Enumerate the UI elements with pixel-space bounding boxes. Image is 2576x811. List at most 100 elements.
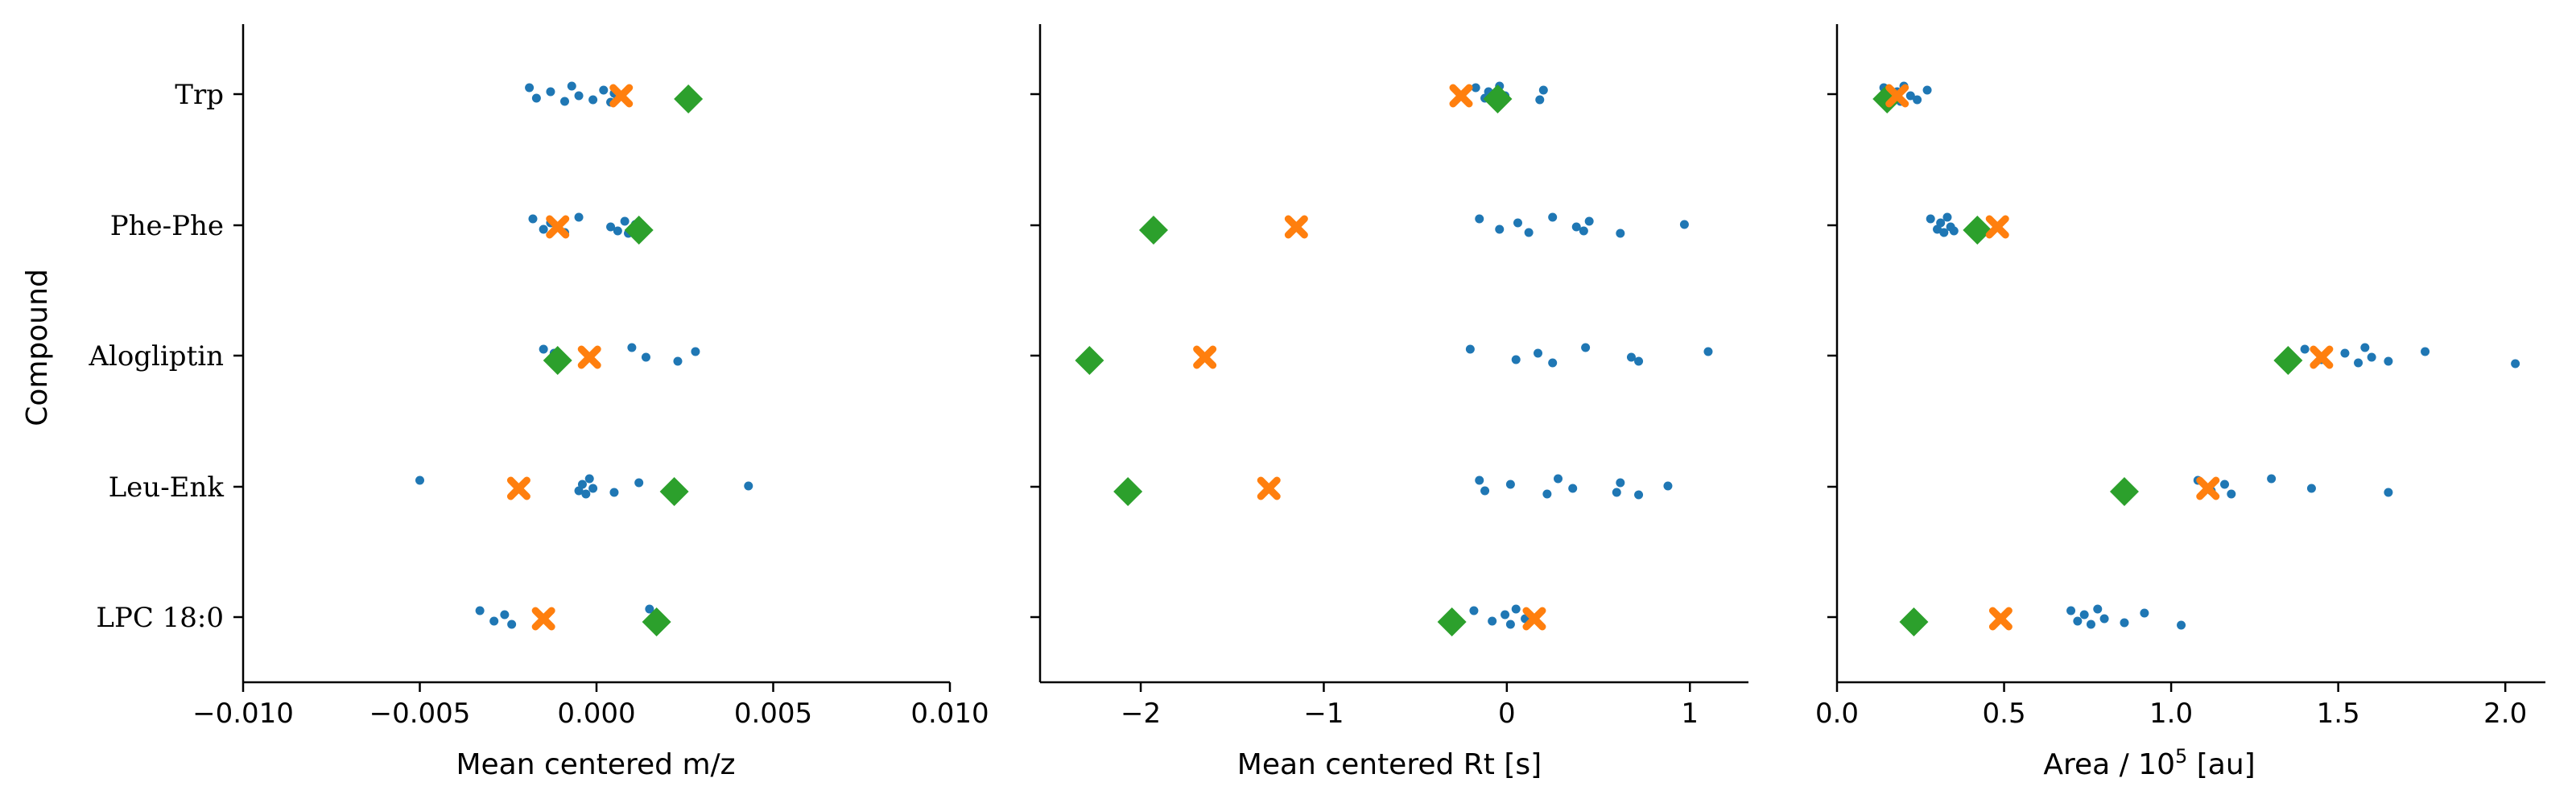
mean-x-marker: [1193, 345, 1217, 369]
reference-diamond-marker: [1899, 607, 1929, 636]
replicate-point: [1538, 85, 1548, 95]
replicate-point: [744, 481, 753, 491]
replicate-point: [2220, 480, 2230, 489]
replicate-point: [567, 81, 576, 91]
replicate-point: [1679, 220, 1689, 229]
replicate-point: [1501, 610, 1510, 620]
reference-diamond-marker: [1963, 216, 1992, 245]
category-label: Alogliptin: [88, 340, 224, 373]
replicate-point: [1488, 616, 1497, 626]
replicate-point: [415, 475, 424, 485]
replicate-point: [1926, 214, 1935, 224]
replicate-point: [574, 486, 584, 496]
replicate-point: [1535, 95, 1545, 105]
replicate-point: [531, 93, 541, 103]
replicate-point: [574, 212, 584, 222]
mean-x-marker: [1522, 607, 1546, 631]
replicate-point: [1612, 488, 1621, 497]
replicate-point: [1511, 604, 1521, 614]
replicate-point: [2120, 618, 2129, 628]
replicate-point: [1548, 358, 1558, 368]
replicate-point: [1524, 228, 1534, 237]
x-tick-label: −1: [1303, 698, 1344, 730]
replicate-point: [2140, 608, 2149, 618]
replicate-point: [1922, 85, 1932, 95]
reference-diamond-marker: [2273, 346, 2303, 375]
replicate-point: [559, 97, 569, 106]
y-axis-title: Compound: [21, 269, 54, 426]
x-axis-title-mz: Mean centered m/z: [456, 748, 735, 781]
replicate-point: [2354, 358, 2363, 368]
replicate-point: [2367, 352, 2376, 362]
replicate-point: [1626, 352, 1636, 362]
replicate-point: [634, 478, 644, 488]
replicate-point: [1554, 474, 1563, 484]
replicate-point: [1471, 83, 1480, 93]
mean-x-marker: [1988, 607, 2013, 631]
replicate-point: [525, 83, 535, 93]
replicate-point: [2306, 484, 2316, 493]
x-tick-label: 0.010: [910, 698, 989, 730]
replicate-point: [1579, 226, 1588, 236]
replicate-point: [546, 87, 555, 97]
reference-diamond-marker: [2109, 477, 2139, 506]
x-tick-label: 0.0: [1815, 698, 1859, 730]
replicate-point: [539, 344, 548, 354]
x-axis-title-area: Area / 105 [au]: [2043, 745, 2255, 781]
replicate-point: [1616, 478, 1625, 488]
x-tick-label: 2.0: [2483, 698, 2527, 730]
replicate-point: [1568, 484, 1578, 493]
replicate-point: [2300, 344, 2310, 354]
mean-x-marker: [1257, 476, 1281, 500]
replicate-point: [1475, 475, 1484, 485]
replicate-point: [2086, 620, 2095, 629]
replicate-point: [606, 222, 616, 232]
x-tick-label: −0.010: [192, 698, 294, 730]
replicate-point: [584, 474, 594, 484]
replicate-point: [588, 484, 598, 493]
reference-diamond-marker: [624, 216, 654, 245]
replicate-point: [1505, 620, 1515, 629]
mean-x-marker: [2196, 476, 2220, 500]
replicate-point: [1469, 606, 1479, 615]
replicate-point: [1913, 95, 1922, 105]
replicate-point: [2267, 474, 2277, 484]
mean-x-marker: [546, 215, 570, 239]
mean-x-marker: [1449, 84, 1473, 108]
replicate-point: [1571, 222, 1581, 232]
x-tick-label: −0.005: [369, 698, 471, 730]
replicate-point: [673, 356, 683, 366]
x-tick-label: 0: [1498, 698, 1516, 730]
replicate-point: [2099, 614, 2109, 624]
x-tick-label: 0.000: [557, 698, 635, 730]
category-label: Phe-Phe: [110, 210, 224, 242]
reference-diamond-marker: [543, 346, 572, 375]
replicate-point: [588, 95, 598, 105]
replicate-point: [1513, 218, 1522, 228]
mean-x-marker: [1284, 215, 1308, 239]
replicate-point: [2384, 356, 2393, 366]
replicate-point: [539, 224, 548, 234]
replicate-point: [1634, 490, 1644, 500]
category-label: Leu-Enk: [109, 471, 225, 504]
replicate-point: [620, 216, 630, 226]
reference-diamond-marker: [1113, 477, 1143, 506]
replicate-point: [2340, 348, 2350, 358]
replicate-point: [1581, 343, 1591, 352]
replicate-point: [1542, 489, 1552, 499]
x-tick-label: 1: [1681, 698, 1699, 730]
reference-diamond-marker: [1075, 346, 1104, 375]
x-tick-label: 1.0: [2149, 698, 2193, 730]
x-axis-title-rt: Mean centered Rt [s]: [1237, 748, 1542, 781]
replicate-point: [1703, 347, 1713, 356]
replicate-point: [1616, 228, 1625, 238]
reference-diamond-marker: [1138, 216, 1168, 245]
mean-x-marker: [2310, 345, 2334, 369]
replicate-point: [2073, 616, 2083, 626]
reference-diamond-marker: [1437, 607, 1467, 636]
reference-diamond-marker: [659, 477, 689, 506]
replicate-point: [577, 480, 587, 489]
replicate-point: [489, 616, 499, 626]
replicate-point: [1584, 216, 1594, 226]
